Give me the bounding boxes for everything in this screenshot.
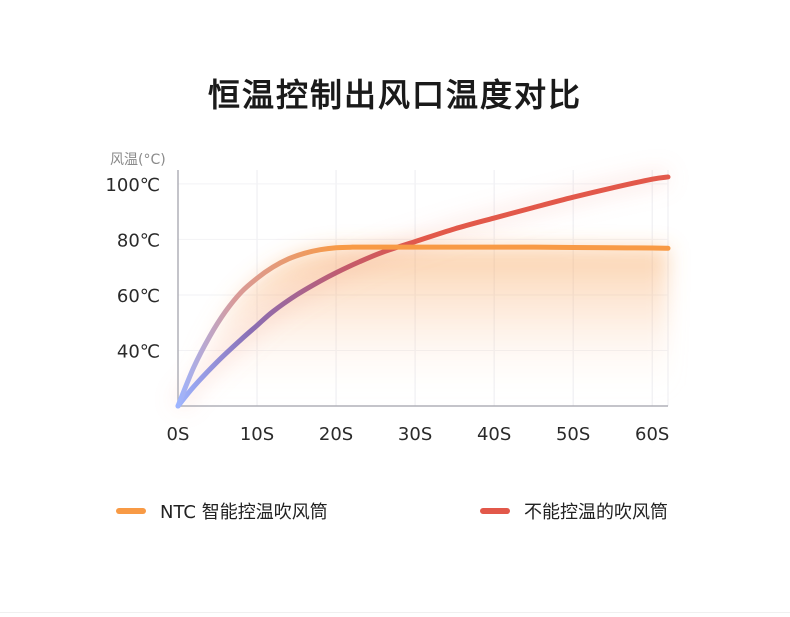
x-tick-label: 10S bbox=[240, 424, 274, 445]
chart-title: 恒温控制出风口温度对比 bbox=[207, 76, 582, 114]
y-tick-label: 80℃ bbox=[117, 230, 160, 251]
x-tick-label: 0S bbox=[167, 424, 190, 445]
y-tick-label: 100℃ bbox=[105, 175, 160, 196]
bottom-divider bbox=[0, 612, 790, 613]
legend-swatch-ntc bbox=[116, 508, 146, 514]
legend-item-ntc: NTC 智能控温吹风筒 bbox=[116, 498, 328, 524]
legend-label-no-control: 不能控温的吹风筒 bbox=[524, 502, 668, 523]
legend-label-ntc: NTC 智能控温吹风筒 bbox=[160, 502, 328, 523]
x-tick-label: 60S bbox=[635, 424, 669, 445]
series-line-ntc bbox=[175, 244, 671, 409]
legend-swatch-no-control bbox=[480, 508, 510, 514]
x-tick-label: 30S bbox=[398, 424, 432, 445]
legend-item-no-control: 不能控温的吹风筒 bbox=[480, 498, 668, 524]
y-tick-label: 60℃ bbox=[117, 286, 160, 307]
x-tick-label: 40S bbox=[477, 424, 511, 445]
y-axis-title: 风温(°C) bbox=[110, 152, 166, 168]
series-line-no-control bbox=[175, 174, 671, 409]
x-tick-label: 50S bbox=[556, 424, 590, 445]
x-tick-label: 20S bbox=[319, 424, 353, 445]
y-tick-label: 40℃ bbox=[117, 341, 160, 362]
